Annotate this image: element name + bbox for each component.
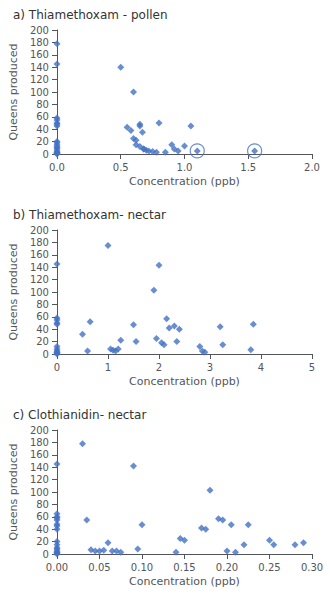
svg-text:40: 40 xyxy=(36,324,49,335)
svg-text:120: 120 xyxy=(30,274,49,285)
svg-text:5: 5 xyxy=(309,362,315,373)
svg-text:0: 0 xyxy=(43,349,49,360)
svg-text:60: 60 xyxy=(36,311,49,322)
svg-text:c) Clothianidin- nectar: c) Clothianidin- nectar xyxy=(13,408,146,422)
svg-text:140: 140 xyxy=(30,62,49,73)
svg-text:2.0: 2.0 xyxy=(304,162,320,173)
svg-text:100: 100 xyxy=(30,87,49,98)
svg-text:40: 40 xyxy=(36,524,49,535)
svg-text:20: 20 xyxy=(36,336,49,347)
svg-text:b) Thiamethoxam- nectar: b) Thiamethoxam- nectar xyxy=(13,208,166,222)
svg-text:140: 140 xyxy=(30,262,49,273)
svg-text:3: 3 xyxy=(207,362,213,373)
svg-text:1.5: 1.5 xyxy=(240,162,256,173)
svg-text:Concentration (ppb): Concentration (ppb) xyxy=(129,375,240,388)
svg-text:180: 180 xyxy=(30,37,49,48)
svg-text:0.20: 0.20 xyxy=(216,562,238,573)
svg-text:80: 80 xyxy=(36,299,49,310)
svg-text:200: 200 xyxy=(30,25,49,36)
svg-text:4: 4 xyxy=(258,362,264,373)
svg-text:0: 0 xyxy=(43,149,49,160)
svg-text:1: 1 xyxy=(105,362,111,373)
svg-text:20: 20 xyxy=(36,536,49,547)
svg-text:Concentration (ppb): Concentration (ppb) xyxy=(129,575,240,588)
svg-text:160: 160 xyxy=(30,249,49,260)
svg-text:140: 140 xyxy=(30,462,49,473)
svg-text:0.15: 0.15 xyxy=(173,562,195,573)
svg-text:Queens produced: Queens produced xyxy=(7,443,20,540)
svg-text:100: 100 xyxy=(30,487,49,498)
svg-text:180: 180 xyxy=(30,437,49,448)
svg-text:a) Thiamethoxam - pollen: a) Thiamethoxam - pollen xyxy=(13,8,168,22)
svg-text:Queens produced: Queens produced xyxy=(7,243,20,340)
svg-text:0.30: 0.30 xyxy=(301,562,323,573)
svg-text:0.5: 0.5 xyxy=(113,162,129,173)
svg-text:Queens produced: Queens produced xyxy=(7,43,20,140)
svg-text:0.00: 0.00 xyxy=(46,562,68,573)
svg-text:20: 20 xyxy=(36,136,49,147)
svg-text:0.0: 0.0 xyxy=(49,162,65,173)
svg-text:0.05: 0.05 xyxy=(88,562,110,573)
svg-text:Concentration (ppb): Concentration (ppb) xyxy=(129,175,240,188)
svg-text:200: 200 xyxy=(30,225,49,236)
svg-text:0: 0 xyxy=(54,362,60,373)
svg-text:0: 0 xyxy=(43,549,49,560)
svg-text:2: 2 xyxy=(156,362,162,373)
svg-text:0.10: 0.10 xyxy=(131,562,153,573)
svg-text:80: 80 xyxy=(36,99,49,110)
svg-text:180: 180 xyxy=(30,237,49,248)
svg-text:100: 100 xyxy=(30,287,49,298)
svg-text:40: 40 xyxy=(36,124,49,135)
svg-text:0.25: 0.25 xyxy=(258,562,280,573)
svg-text:160: 160 xyxy=(30,449,49,460)
svg-text:60: 60 xyxy=(36,511,49,522)
svg-text:160: 160 xyxy=(30,49,49,60)
svg-text:120: 120 xyxy=(30,474,49,485)
svg-text:60: 60 xyxy=(36,111,49,122)
svg-text:200: 200 xyxy=(30,425,49,436)
svg-text:80: 80 xyxy=(36,499,49,510)
svg-text:1.0: 1.0 xyxy=(177,162,193,173)
svg-text:120: 120 xyxy=(30,74,49,85)
